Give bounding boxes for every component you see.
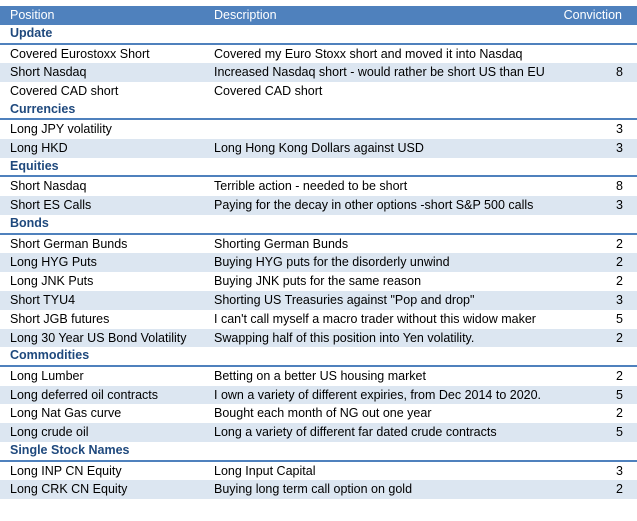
table-row: Short Nasdaq Increased Nasdaq short - wou… — [0, 63, 637, 83]
table-row: Long deferred oil contracts I own a varie… — [0, 385, 637, 405]
conviction-cell: 8 — [616, 179, 623, 194]
conviction-cell: 5 — [616, 425, 623, 440]
position-cell: Long CRK CN Equity — [10, 482, 128, 497]
description-cell: Betting on a better US housing market — [214, 368, 426, 383]
section-header: Currencies — [0, 101, 637, 121]
section-title: Update — [10, 26, 53, 40]
table-row: Short Nasdaq Terrible action - needed to … — [0, 177, 637, 196]
section-header: Bonds — [0, 215, 637, 235]
section-title: Currencies — [10, 101, 76, 116]
conviction-cell: 3 — [616, 463, 623, 478]
section-title: Commodities — [10, 348, 90, 363]
table-header: Position Description Conviction — [0, 6, 637, 25]
description-cell: Bought each month of NG out one year — [214, 406, 432, 421]
section-header: Commodities — [0, 347, 637, 367]
description-cell: Increased Nasdaq short - would rather be… — [214, 65, 545, 80]
conviction-cell: 8 — [616, 65, 623, 80]
description-cell: Swapping half of this position into Yen … — [214, 330, 475, 345]
conviction-cell: 2 — [616, 330, 623, 345]
position-cell: Short ES Calls — [10, 198, 92, 213]
conviction-cell: 2 — [616, 274, 623, 289]
description-cell: Paying for the decay in other options -s… — [214, 198, 534, 213]
conviction-cell: 5 — [616, 387, 623, 402]
table-row: Long HKD Long Hong Kong Dollars against U… — [0, 139, 637, 158]
position-cell: Long JNK Puts — [10, 274, 94, 289]
table-row: Long CRK CN Equity Buying long term call … — [0, 480, 637, 500]
conviction-cell: 3 — [616, 122, 623, 137]
position-cell: Long Nat Gas curve — [10, 406, 122, 421]
position-cell: Covered Eurostoxx Short — [10, 46, 150, 61]
table-row: Short ES Calls Paying for the decay in ot… — [0, 196, 637, 216]
table-row: Long JPY volatility 3 — [0, 120, 637, 139]
description-cell: Covered my Euro Stoxx short and moved it… — [214, 46, 523, 61]
table-row: Long JNK Puts Buying JNK puts for the sam… — [0, 272, 637, 291]
position-cell: Short TYU4 — [10, 292, 76, 307]
description-cell: Long Input Capital — [214, 463, 316, 478]
position-cell: Long HKD — [10, 141, 68, 156]
position-cell: Short Nasdaq — [10, 65, 87, 80]
table-row: Long Lumber Betting on a better US housin… — [0, 367, 637, 386]
header-position: Position — [10, 8, 55, 22]
position-cell: Long INP CN Equity — [10, 463, 122, 478]
table-row: Long INP CN Equity Long Input Capital 3 — [0, 462, 637, 481]
section-header: Equities — [0, 158, 637, 178]
position-cell: Long deferred oil contracts — [10, 387, 159, 402]
position-cell: Long 30 Year US Bond Volatility — [10, 330, 187, 345]
section-title: Bonds — [10, 216, 49, 231]
section-header: Single Stock Names — [0, 442, 637, 462]
description-cell: Long a variety of different far dated cr… — [214, 425, 497, 440]
table-body: Update Covered Eurostoxx Short Covered my … — [0, 25, 637, 500]
conviction-cell: 2 — [616, 236, 623, 251]
position-cell: Long Lumber — [10, 368, 84, 383]
table-row: Long HYG Puts Buying HYG puts for the dis… — [0, 253, 637, 273]
conviction-cell: 2 — [616, 482, 623, 497]
position-cell: Long crude oil — [10, 425, 89, 440]
table-row: Short TYU4 Shorting US Treasuries against… — [0, 290, 637, 310]
section-title: Equities — [10, 158, 59, 173]
conviction-cell: 2 — [616, 368, 623, 383]
position-cell: Long JPY volatility — [10, 122, 112, 137]
description-cell: I own a variety of different expiries, f… — [214, 387, 542, 402]
conviction-cell: 2 — [616, 255, 623, 270]
position-cell: Long HYG Puts — [10, 255, 97, 270]
conviction-cell: 2 — [616, 406, 623, 421]
position-cell: Short Nasdaq — [10, 179, 87, 194]
description-cell: Buying JNK puts for the same reason — [214, 274, 422, 289]
description-cell: I can't call myself a macro trader witho… — [214, 311, 536, 326]
conviction-cell: 5 — [616, 311, 623, 326]
table-row: Covered Eurostoxx Short Covered my Euro S… — [0, 45, 637, 64]
position-cell: Short JGB futures — [10, 311, 110, 326]
table-row: Long crude oil Long a variety of differen… — [0, 423, 637, 443]
positions-table: Position Description Conviction Update Co… — [0, 6, 637, 500]
description-cell: Terrible action - needed to be short — [214, 179, 408, 194]
description-cell: Long Hong Kong Dollars against USD — [214, 141, 424, 156]
description-cell: Covered CAD short — [214, 84, 323, 99]
description-cell: Shorting German Bunds — [214, 236, 349, 251]
table-row: Short JGB futures I can't call myself a m… — [0, 310, 637, 329]
table-row: Long 30 Year US Bond Volatility Swapping … — [0, 328, 637, 348]
position-cell: Covered CAD short — [10, 84, 119, 99]
table-row: Long Nat Gas curve Bought each month of N… — [0, 404, 637, 423]
conviction-cell: 3 — [616, 198, 623, 213]
header-conviction: Conviction — [563, 8, 622, 22]
description-cell: Buying long term call option on gold — [214, 482, 413, 497]
header-description: Description — [214, 8, 277, 22]
table-row: Short German Bunds Shorting German Bunds 2 — [0, 235, 637, 254]
position-cell: Short German Bunds — [10, 236, 128, 251]
section-title: Single Stock Names — [10, 443, 130, 458]
description-cell: Shorting US Treasuries against "Pop and … — [214, 292, 475, 307]
conviction-cell: 3 — [616, 292, 623, 307]
conviction-cell: 3 — [616, 141, 623, 156]
table-row: Covered CAD short Covered CAD short — [0, 82, 637, 101]
section-header: Update — [0, 25, 637, 45]
description-cell: Buying HYG puts for the disorderly unwin… — [214, 255, 450, 270]
